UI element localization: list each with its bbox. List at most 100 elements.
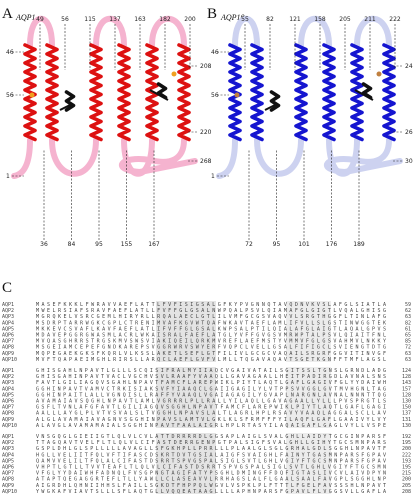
sequence-name: AQP4 — [2, 320, 14, 326]
sequence-end: 65 — [405, 333, 411, 339]
sequence: QAMVVELILTFQLALCIFASTDSRRTSPVGSPALSIGLSV… — [36, 458, 386, 464]
sequence: FAVTLGILIAGQVSGAHLNPAVTFAMCFLAREPWIKLPIY… — [36, 380, 386, 386]
marker — [29, 92, 35, 98]
sequence-end: 128 — [402, 392, 411, 398]
residue-number: 84 — [68, 241, 76, 248]
helix — [64, 90, 76, 112]
helix — [269, 90, 281, 112]
helix — [156, 82, 168, 100]
sequence-name: AQP9 — [2, 417, 14, 423]
sequence-name: AQP8 — [2, 411, 14, 417]
sequence-name: AQP10 — [2, 489, 17, 495]
residue-number: 167 — [148, 241, 160, 248]
sequence-end: 157 — [402, 386, 411, 392]
n-terminus — [11, 137, 33, 179]
sequence-name: AQP10 — [2, 423, 17, 429]
conserved-shading — [156, 433, 216, 494]
sequence-end: 150 — [402, 405, 411, 411]
sequence-name: AQP5 — [2, 326, 14, 332]
residue-number: 158 — [314, 16, 326, 23]
topology-panel: A AQP1 49 56 115 137 163 182 200 36 84 95 155 167 208 2… — [2, 6, 212, 248]
residue-number: 101 — [298, 241, 310, 248]
residue-number: 121 — [289, 16, 301, 23]
protein-name: AQP1 — [15, 13, 36, 22]
c-terminus — [118, 137, 198, 175]
sequence-end: 215 — [402, 471, 411, 477]
sequence-end: 130 — [402, 423, 411, 429]
residue-number: 262 — [405, 129, 413, 136]
extracellular-loop — [27, 15, 55, 48]
sequence: AIGRDHLQHNIIHHSLFAILLSGKDTFHPPQLWGVLVSPK… — [36, 483, 386, 489]
sequence-end: 128 — [402, 374, 411, 380]
sequence: GHISGAHLNPAVTLGLLLSCQISIFRALMYIIAQCVGAIV… — [36, 368, 386, 374]
residue-number: 205 — [339, 16, 351, 23]
sequence: GHISGAHINPAVTVACLVGCHVSVLRAAFYVAAQLLGAVA… — [36, 374, 386, 380]
residue-number: 208 — [200, 63, 212, 70]
helix — [117, 43, 131, 142]
half-helix-tail — [59, 89, 169, 111]
helix — [322, 43, 336, 142]
sequence-end: 192 — [402, 434, 411, 440]
extracellular-loop — [93, 15, 127, 48]
residue-number: 301 — [405, 158, 413, 165]
sequence-name: AQP7 — [2, 405, 14, 411]
conserved-shading — [286, 433, 331, 494]
sequence-end: 59 — [405, 302, 411, 308]
conserved-shading — [156, 367, 216, 428]
c-terminus — [323, 137, 403, 175]
sequence-name: AQP3 — [2, 314, 14, 320]
sequence: GGHINPAITLALLVGNQISLLRAFFYVAAQLVGAIAGAGI… — [36, 392, 386, 398]
sequence-name: AQP1 — [2, 302, 14, 308]
sequence-name: AQP8 — [2, 345, 14, 351]
sequence-name: AQP4 — [2, 386, 14, 392]
sequence-name: AQP3 — [2, 446, 14, 452]
sequence-name: AQP2 — [2, 440, 14, 446]
marker — [234, 92, 240, 98]
sequence-end: 124 — [402, 368, 411, 374]
sequence-end: 195 — [402, 440, 411, 446]
residue-number: 176 — [326, 241, 338, 248]
residue-number: 95 — [273, 241, 281, 248]
sequence-end: 200 — [402, 477, 411, 483]
extracellular-loop — [149, 15, 187, 48]
helix — [361, 82, 373, 100]
helix — [89, 43, 103, 142]
sequence-end: 222 — [402, 452, 411, 458]
residue-number: 46 — [6, 49, 14, 56]
sequence-name: AQP9 — [2, 483, 14, 489]
residue-number: 241 — [405, 63, 413, 70]
marker — [171, 71, 177, 77]
residue-number: 1 — [211, 173, 215, 180]
sequence-name: AQP6 — [2, 333, 14, 339]
sequence-end: 62 — [405, 308, 411, 314]
sequence-name: AQP5 — [2, 392, 14, 398]
panel-letter: B — [207, 6, 217, 22]
residue-number: 189 — [353, 241, 365, 248]
sequence-end: 131 — [402, 417, 411, 423]
sequence-end: 208 — [402, 489, 411, 495]
sequence-end: 61 — [405, 326, 411, 332]
residue-number: 1 — [6, 173, 10, 180]
extracellular-loop — [232, 15, 260, 48]
residue-number: 56 — [211, 92, 219, 99]
sequence-end: 130 — [402, 399, 411, 405]
sequence: HGLLVELIITFQLVFTIFASCDSKRTDVTGSIALAIGFSV… — [36, 452, 386, 458]
sequence-end: 205 — [402, 483, 411, 489]
sequence: GSFLTVNLAFGFAVTLGILIAGQVSGGHLNPAVTFAMCFL… — [36, 405, 386, 411]
sequence-end: 63 — [405, 357, 411, 363]
residue-number: 95 — [95, 241, 103, 248]
sequence-name: AQP6 — [2, 465, 14, 471]
helix — [382, 43, 396, 142]
residue-number: 137 — [109, 16, 121, 23]
sequence-name: AQP6 — [2, 399, 14, 405]
protein-name: AQP10 — [220, 13, 245, 22]
half-helix-tail — [264, 89, 374, 111]
sequence-end: 137 — [402, 411, 411, 417]
residue-number: 72 — [245, 241, 253, 248]
sequence-end: 82 — [405, 320, 411, 326]
residue-number: 36 — [40, 241, 48, 248]
helix — [23, 43, 37, 142]
sequence-name: AQP2 — [2, 374, 14, 380]
